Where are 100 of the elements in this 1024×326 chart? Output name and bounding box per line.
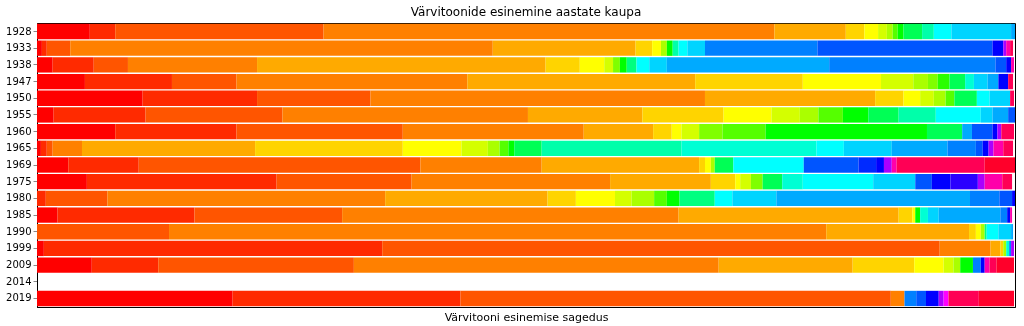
chart-title: Värvitoonide esinemine aastate kaupa: [410, 5, 642, 19]
y-tick-label: 1980: [6, 192, 32, 204]
bar: [771, 107, 800, 123]
bar: [353, 257, 719, 273]
bar: [852, 257, 915, 273]
bar: [541, 140, 682, 156]
bar: [704, 90, 876, 106]
bar: [194, 207, 343, 223]
bar: [255, 140, 403, 156]
y-tick-label: 1955: [6, 108, 32, 120]
bar: [947, 140, 976, 156]
bar: [992, 40, 1004, 56]
bar: [926, 123, 963, 140]
bar: [913, 73, 928, 90]
bar: [971, 123, 993, 140]
bar: [545, 57, 580, 73]
bar: [735, 174, 741, 190]
bar: [937, 73, 950, 90]
bar: [818, 107, 843, 123]
bar: [93, 57, 128, 73]
bar: [978, 290, 1015, 307]
bar: [920, 90, 934, 106]
bar: [402, 140, 462, 156]
bar: [933, 90, 946, 106]
bar: [912, 207, 916, 223]
y-tick-label: 1938: [6, 58, 32, 70]
bar: [986, 224, 999, 240]
y-tick-label: 2019: [6, 292, 32, 304]
bar: [171, 73, 237, 90]
bar: [158, 257, 354, 273]
bar: [487, 140, 500, 156]
bar: [782, 174, 803, 190]
bar: [681, 140, 817, 156]
bar: [1011, 57, 1015, 73]
bar: [718, 257, 853, 273]
bar: [579, 57, 605, 73]
bar: [649, 57, 667, 73]
bar: [89, 23, 116, 40]
bar: [953, 257, 961, 273]
bar: [802, 73, 882, 90]
bar: [750, 174, 763, 190]
y-tick-label: 2009: [6, 259, 32, 271]
bar: [817, 40, 993, 56]
bar: [37, 290, 233, 307]
bar: [970, 190, 1000, 207]
y-tick-label: 1999: [6, 242, 32, 254]
bar: [816, 140, 844, 156]
bar: [898, 207, 913, 223]
bar: [984, 157, 1015, 173]
bar: [714, 190, 733, 207]
bar: [81, 140, 256, 156]
bar: [868, 107, 899, 123]
bar: [915, 174, 932, 190]
bar: [722, 123, 766, 140]
bar: [774, 23, 846, 40]
bar: [858, 157, 877, 173]
bar: [927, 73, 938, 90]
bar: [904, 290, 917, 307]
y-tick-label: 1969: [6, 159, 32, 170]
bar: [635, 40, 653, 56]
bar: [799, 107, 819, 123]
bar: [939, 240, 991, 257]
bar: [604, 57, 614, 73]
bar: [1011, 23, 1015, 40]
bar: [950, 174, 978, 190]
bar: [1000, 207, 1008, 223]
bar: [46, 140, 53, 156]
bar: [903, 90, 921, 106]
bar: [704, 40, 818, 56]
bar: [943, 257, 954, 273]
bar: [626, 57, 637, 73]
bar: [1003, 140, 1014, 156]
bar: [514, 140, 542, 156]
bar: [875, 90, 904, 106]
bar: [920, 207, 928, 223]
bar: [892, 23, 898, 40]
bar: [46, 40, 71, 56]
bar: [873, 174, 916, 190]
y-tick-label: 1965: [6, 142, 32, 154]
y-tick-label: 1990: [6, 225, 32, 237]
bar: [890, 290, 905, 307]
bar: [57, 207, 195, 223]
bar: [845, 23, 865, 40]
bar: [461, 140, 488, 156]
bar: [613, 57, 620, 73]
y-tick-label: 1933: [6, 42, 32, 54]
bar: [864, 23, 879, 40]
bar: [679, 190, 715, 207]
bar: [949, 73, 966, 90]
bar: [931, 174, 951, 190]
x-axis-title: Värvitooni esinemise sagedus: [444, 310, 609, 324]
bar: [704, 157, 711, 173]
bar: [922, 23, 934, 40]
bar: [382, 240, 940, 257]
bar: [972, 257, 981, 273]
bar: [898, 107, 936, 123]
bar: [829, 57, 996, 73]
bar: [881, 73, 914, 90]
bar: [732, 190, 777, 207]
bar: [460, 290, 891, 307]
